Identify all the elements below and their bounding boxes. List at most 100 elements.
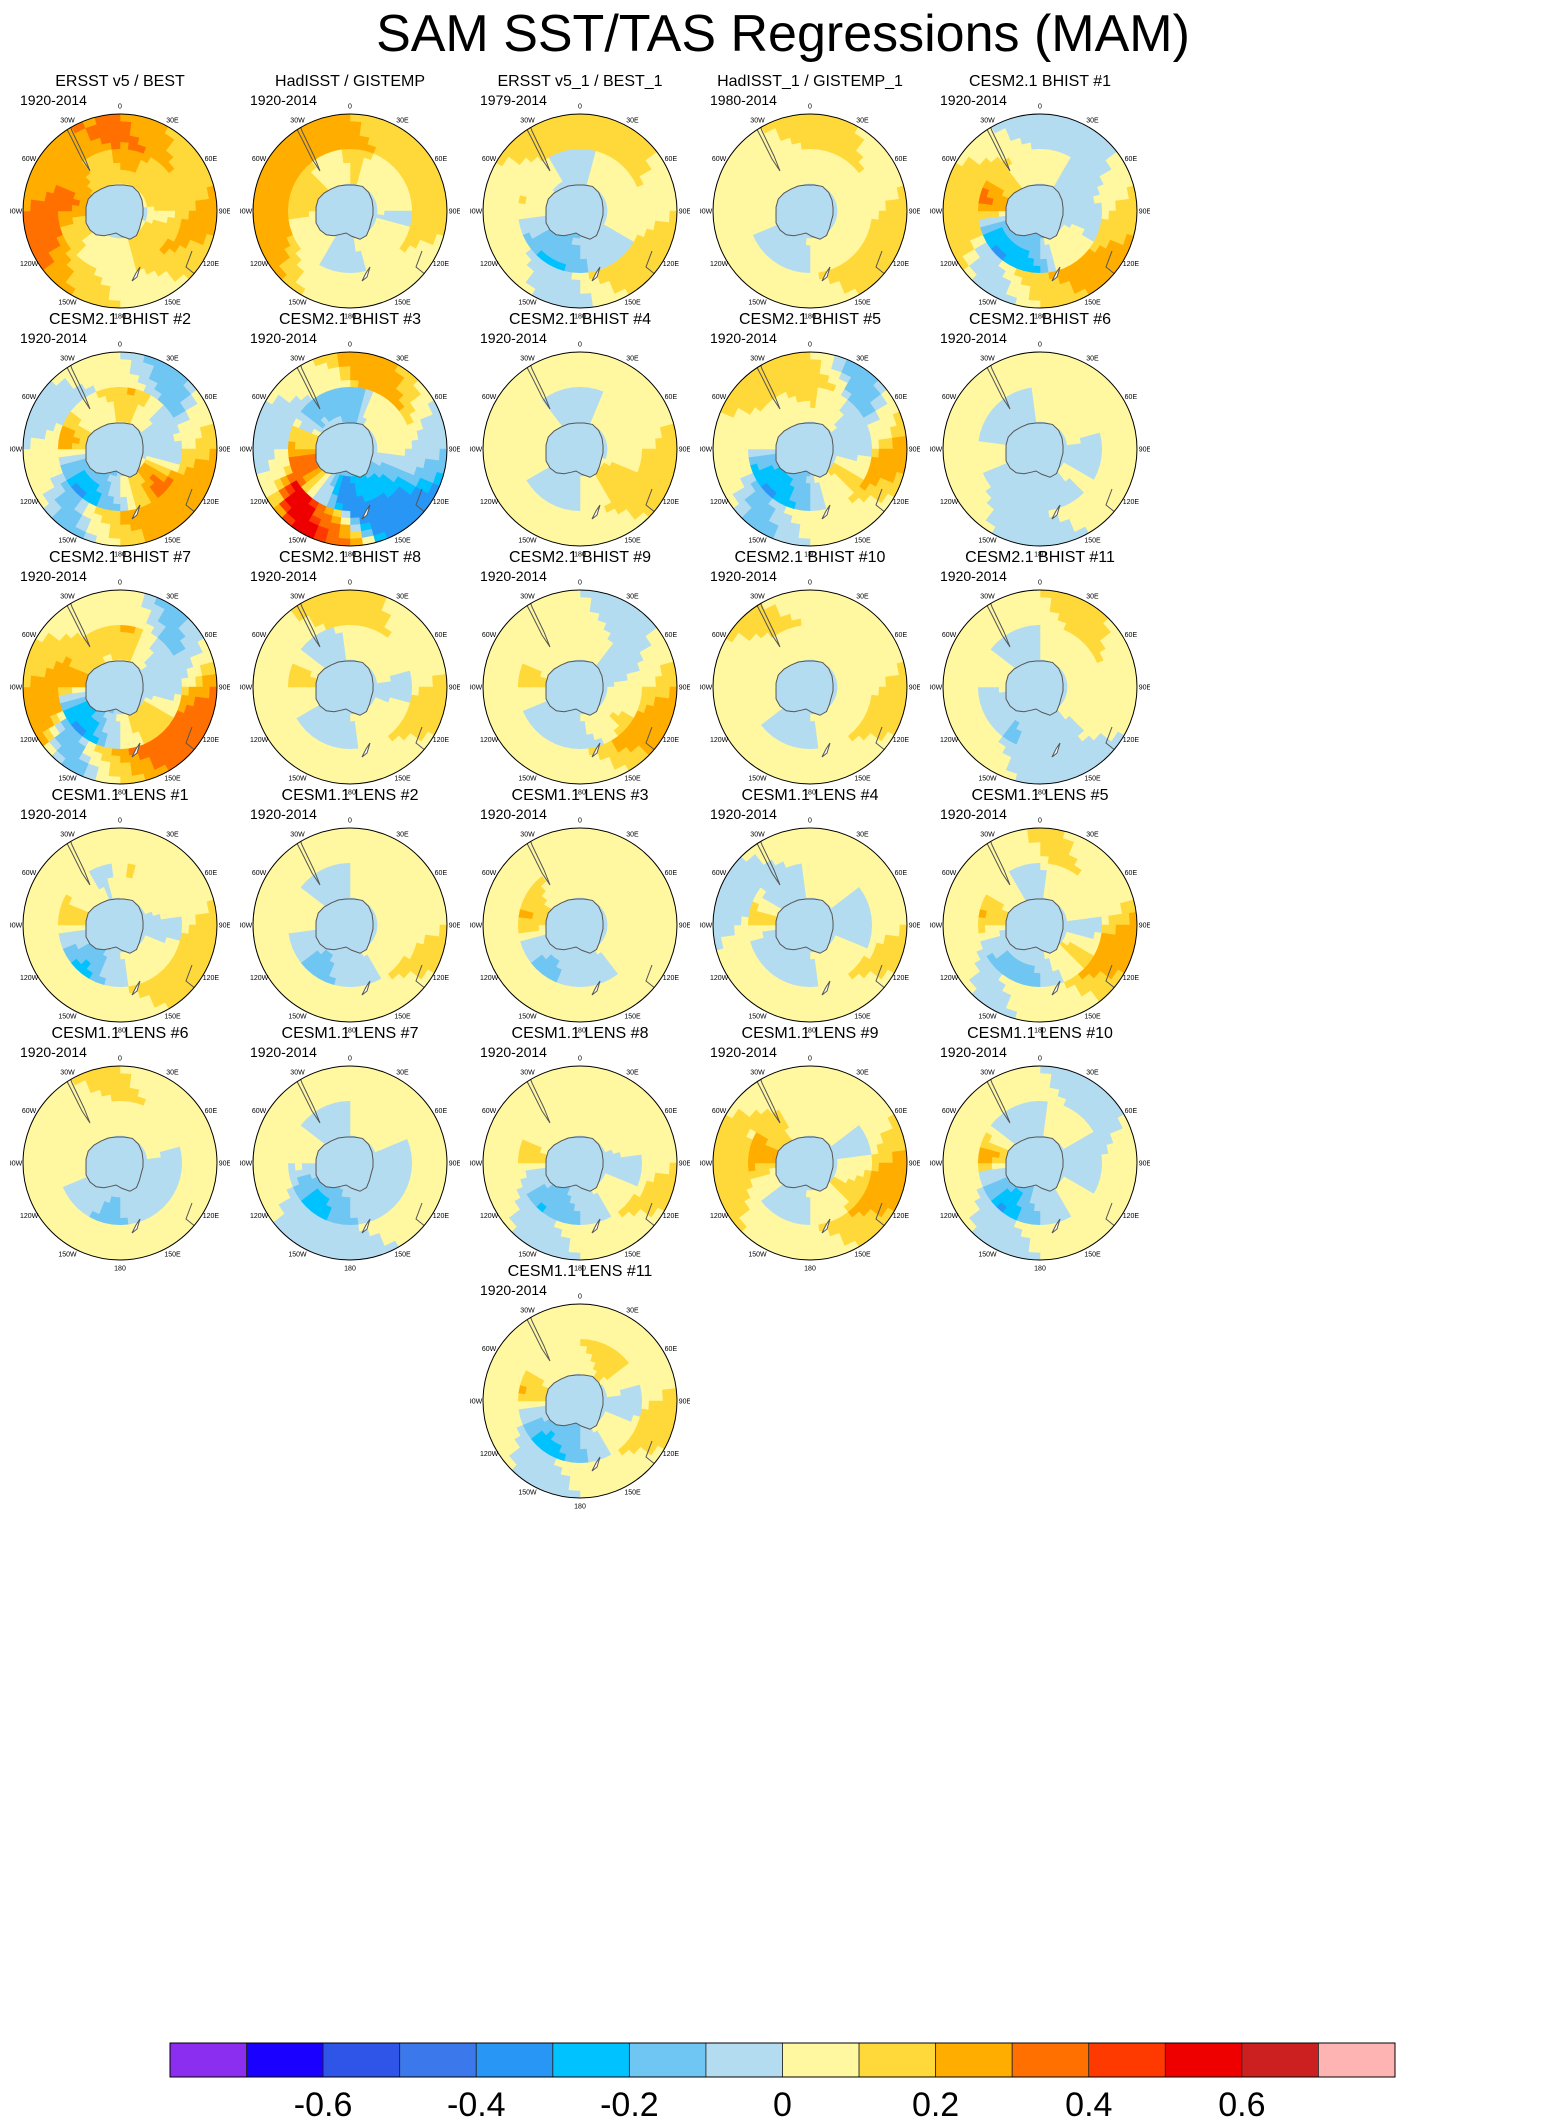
field-cell [579, 245, 586, 253]
field-cell [167, 448, 176, 457]
field-cell [349, 358, 363, 367]
field-cell [337, 120, 351, 129]
field-cell [568, 127, 581, 136]
field-cell [114, 169, 121, 177]
lon-label: 0 [578, 104, 582, 111]
field-cell [64, 448, 73, 457]
field-cell [195, 437, 204, 450]
field-cell [337, 531, 351, 540]
field-cell [253, 197, 262, 212]
field-cell [956, 199, 965, 212]
field-cell [349, 365, 362, 374]
field-cell [627, 210, 636, 219]
field-cell [1094, 202, 1103, 212]
field-cell [195, 448, 204, 461]
field-cell [338, 365, 351, 374]
field-cell [571, 265, 581, 274]
field-cell [301, 210, 310, 218]
field-cell [119, 155, 128, 164]
field-cell [64, 441, 73, 450]
lon-label: 120E [663, 261, 680, 268]
lon-label: 60W [942, 156, 957, 163]
field-cell [106, 537, 121, 546]
field-cell [71, 448, 80, 456]
field-cell [349, 293, 363, 302]
field-cell [627, 203, 636, 212]
field-cell [740, 210, 749, 221]
field-cell [579, 293, 593, 302]
field-cell [579, 299, 594, 308]
field-cell [349, 155, 358, 164]
field-cell [259, 198, 268, 212]
field-cell [438, 210, 447, 225]
field-cell [797, 293, 811, 302]
field-cell [1032, 258, 1041, 267]
polar-map: 030E60E90E120E150E180150W120W90W60W30W [10, 104, 230, 321]
field-cell [259, 210, 268, 224]
field-cell [809, 238, 815, 246]
lon-label: 30W [60, 356, 75, 363]
polar-map: 030E60E90E120E150E180150W120W90W60W30W [10, 342, 230, 559]
field-cell [747, 210, 756, 220]
field-cell [343, 400, 351, 409]
field-cell [805, 176, 811, 184]
field-cell [1035, 176, 1041, 184]
field-cell [119, 238, 125, 246]
field-cell [349, 127, 362, 136]
lon-label: 0 [118, 104, 122, 111]
antarctica-outline [775, 184, 834, 240]
field-cell [119, 379, 130, 388]
field-cell [1031, 265, 1041, 274]
field-cell [1028, 127, 1041, 136]
field-cell [109, 372, 121, 381]
field-cell [23, 210, 32, 225]
field-cell [425, 210, 434, 223]
field-cell [411, 210, 420, 221]
field-cell [107, 358, 121, 367]
field-cell [949, 198, 958, 212]
field-cell [984, 203, 993, 212]
field-cell [483, 210, 492, 225]
field-cell [503, 200, 512, 212]
panel-period: 1979-2014 [480, 92, 547, 108]
field-cell [963, 210, 972, 222]
field-cell [885, 199, 894, 212]
field-cell [798, 286, 811, 295]
field-cell [160, 204, 169, 212]
lon-label: 120E [1123, 261, 1140, 268]
field-cell [503, 210, 512, 222]
field-cell [119, 496, 128, 505]
field-cell [23, 197, 32, 212]
panel-title: CESM2.1 BHIST #3 [279, 311, 421, 328]
field-cell [266, 199, 275, 212]
lon-label: 90W [240, 209, 253, 216]
field-cell [579, 155, 588, 164]
field-cell [349, 517, 361, 526]
lon-label: 150E [394, 537, 411, 544]
field-cell [418, 448, 427, 460]
field-cell [266, 448, 275, 461]
field-cell [349, 524, 362, 533]
field-cell [1074, 205, 1082, 212]
field-cell [1039, 238, 1045, 246]
field-cell [114, 407, 121, 415]
field-cell [36, 448, 45, 461]
field-cell [668, 197, 677, 212]
polar-map: 030E60E90E120E150E180150W120W90W60W30W [240, 342, 460, 559]
panel-title: HadISST / GISTEMP [275, 73, 425, 90]
field-cell [970, 201, 979, 212]
field-cell [119, 245, 126, 253]
field-cell [119, 272, 130, 281]
field-cell [349, 120, 363, 129]
field-cell [106, 352, 121, 361]
field-cell [119, 120, 133, 129]
field-cell [1030, 141, 1041, 150]
polar-map: 030E60E90E120E150E180150W120W90W60W30W [240, 104, 460, 321]
field-cell [174, 210, 183, 220]
field-cell [1039, 293, 1053, 302]
lon-label: 150W [978, 299, 997, 306]
field-cell [195, 210, 204, 223]
field-cell [713, 197, 722, 212]
field-cell [287, 210, 296, 220]
field-cell [57, 448, 66, 458]
